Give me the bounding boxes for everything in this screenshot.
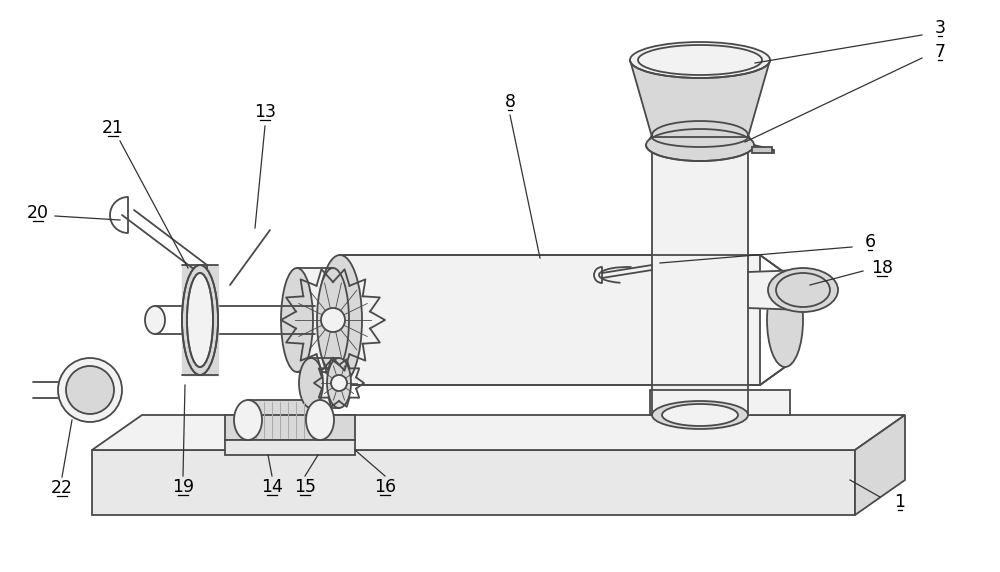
Polygon shape [652, 135, 748, 415]
Polygon shape [297, 268, 333, 372]
Ellipse shape [306, 400, 334, 440]
Ellipse shape [281, 268, 313, 372]
Ellipse shape [58, 358, 122, 422]
Ellipse shape [317, 268, 349, 372]
Polygon shape [752, 147, 772, 153]
Ellipse shape [187, 273, 213, 367]
Polygon shape [340, 255, 760, 385]
Polygon shape [182, 265, 218, 375]
Text: 6: 6 [864, 233, 876, 251]
Ellipse shape [145, 306, 165, 334]
Text: 19: 19 [172, 478, 194, 496]
Polygon shape [748, 270, 803, 310]
Ellipse shape [646, 129, 754, 161]
Text: 16: 16 [374, 478, 396, 496]
Polygon shape [225, 440, 355, 455]
Ellipse shape [652, 401, 748, 429]
Text: 22: 22 [51, 479, 73, 497]
Polygon shape [225, 415, 355, 440]
Polygon shape [92, 450, 855, 515]
Text: 21: 21 [102, 119, 124, 137]
Text: 7: 7 [934, 43, 946, 61]
Ellipse shape [318, 255, 362, 385]
Ellipse shape [66, 366, 114, 414]
Polygon shape [248, 400, 320, 440]
Ellipse shape [234, 400, 262, 440]
Ellipse shape [652, 121, 748, 149]
Ellipse shape [768, 268, 838, 312]
Polygon shape [650, 390, 790, 415]
Ellipse shape [662, 404, 738, 426]
Text: 15: 15 [294, 478, 316, 496]
Ellipse shape [182, 265, 218, 375]
Ellipse shape [767, 273, 803, 367]
Text: 1: 1 [895, 493, 906, 511]
Ellipse shape [630, 42, 770, 78]
Ellipse shape [327, 358, 351, 408]
Polygon shape [630, 60, 770, 137]
Text: 8: 8 [505, 93, 516, 111]
Text: 3: 3 [934, 19, 946, 37]
Polygon shape [855, 415, 905, 515]
Text: 18: 18 [871, 259, 893, 277]
Ellipse shape [321, 308, 345, 332]
Polygon shape [92, 415, 905, 450]
Ellipse shape [299, 358, 323, 408]
Text: 13: 13 [254, 103, 276, 121]
Text: 20: 20 [27, 204, 49, 222]
Ellipse shape [331, 375, 347, 391]
Text: 14: 14 [261, 478, 283, 496]
Polygon shape [311, 358, 339, 408]
